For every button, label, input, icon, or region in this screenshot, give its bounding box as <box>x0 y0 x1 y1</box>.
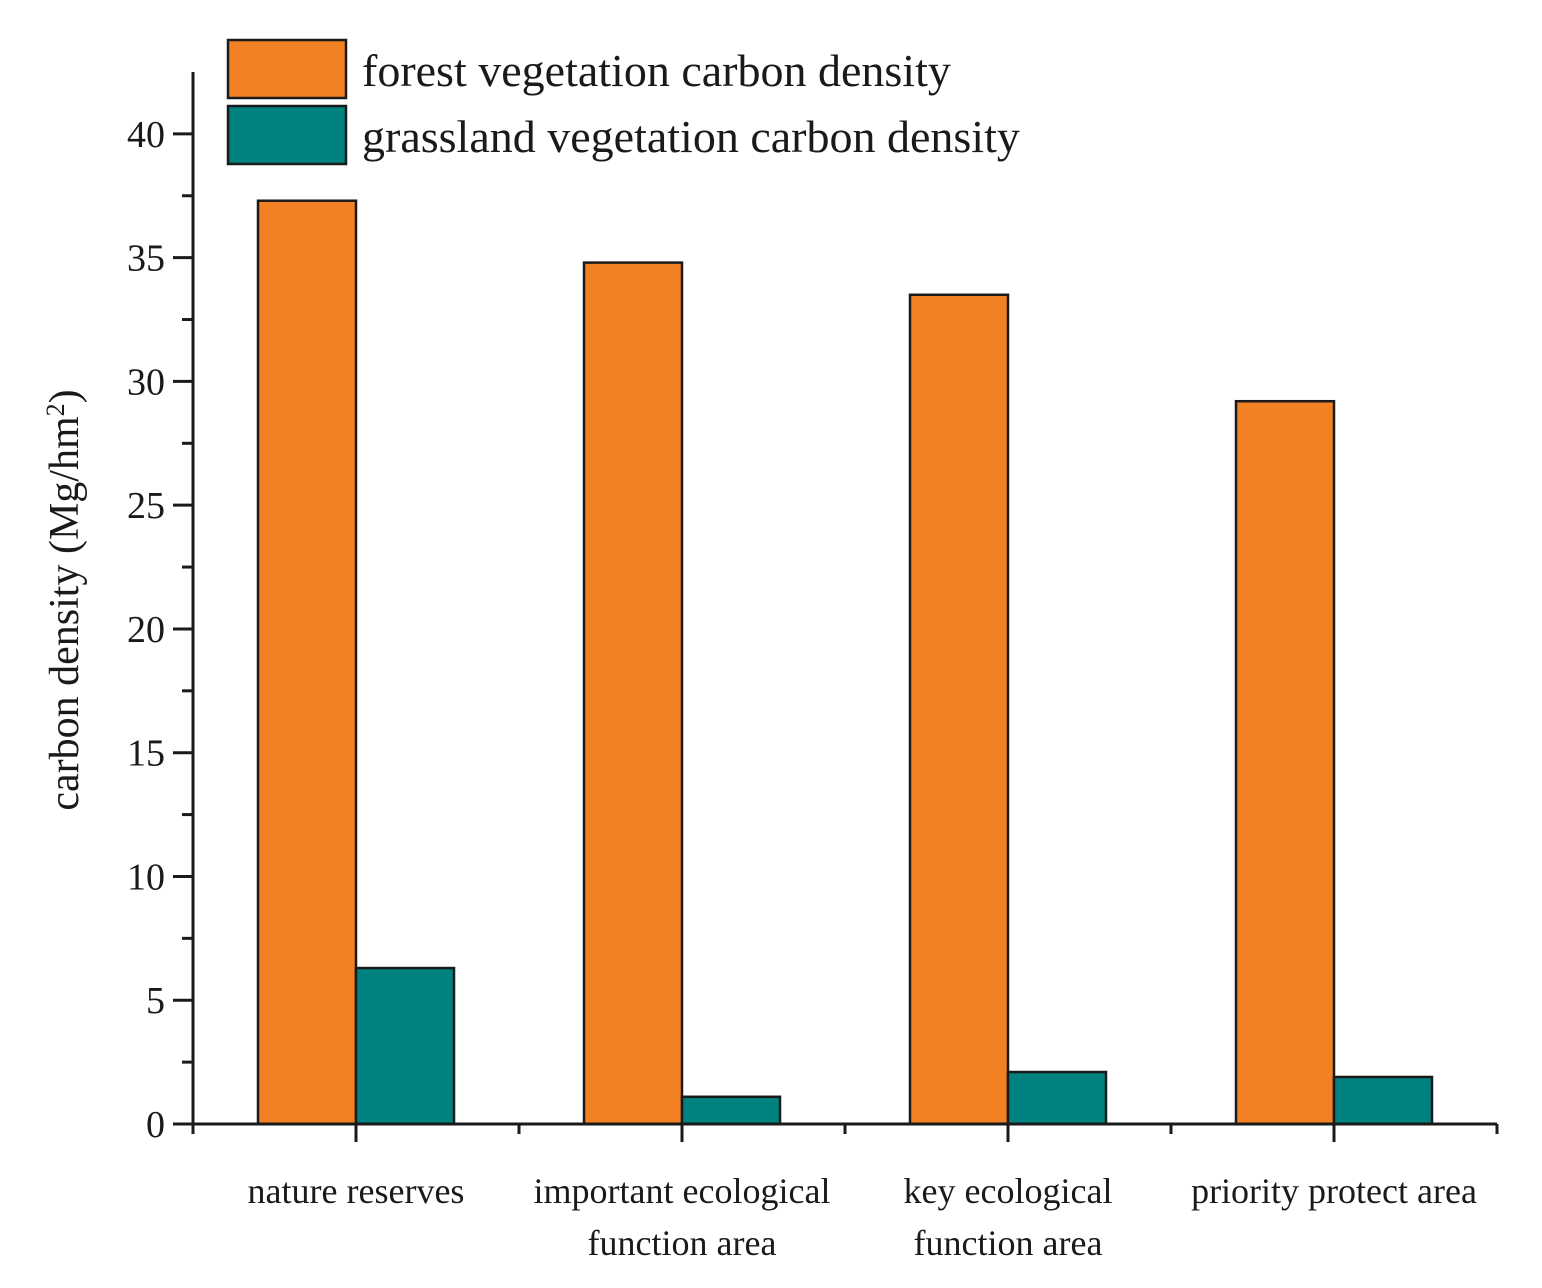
y-tick-label: 25 <box>127 485 165 527</box>
y-tick-label: 20 <box>127 609 165 651</box>
bars <box>256 199 1434 1126</box>
bar-forest <box>256 199 358 1126</box>
y-tick-labels: 0 5 10 15 20 25 30 35 40 <box>127 114 165 1146</box>
x-category-label: priority protect area <box>1191 1171 1477 1211</box>
legend-label: grassland vegetation carbon density <box>362 111 1020 162</box>
y-axis-title-main: carbon density (Mg/hm <box>42 416 88 811</box>
x-category-label: function area <box>914 1223 1103 1263</box>
y-tick-label: 0 <box>146 1104 165 1146</box>
x-category-labels: nature reserves important ecological funct… <box>248 1171 1477 1263</box>
bar-forest <box>908 293 1010 1126</box>
x-category-label: key ecological <box>904 1171 1113 1211</box>
bar-grassland <box>1006 1070 1108 1126</box>
bar-forest <box>1234 399 1336 1126</box>
bar-grassland <box>1332 1075 1434 1126</box>
legend-swatch <box>226 38 348 100</box>
y-tick-label: 5 <box>146 980 165 1022</box>
y-tick-label: 40 <box>127 114 165 156</box>
bar-grassland <box>680 1095 782 1126</box>
y-tick-label: 30 <box>127 361 165 403</box>
legend-label: forest vegetation carbon density <box>362 45 951 96</box>
y-axis-title: carbon density (Mg/hm2) <box>41 389 89 810</box>
x-category-label: function area <box>588 1223 777 1263</box>
x-category-label: nature reserves <box>248 1171 465 1211</box>
y-tick-label: 35 <box>127 238 165 280</box>
legend-swatch <box>226 104 348 166</box>
y-tick-label: 10 <box>127 856 165 898</box>
y-tick-label: 15 <box>127 733 165 775</box>
bar-forest <box>582 261 684 1126</box>
axes <box>173 72 1499 1142</box>
y-axis-title-close: ) <box>42 389 88 403</box>
y-axis-title-superscript: 2 <box>41 403 70 416</box>
x-category-label: important ecological <box>534 1171 831 1211</box>
bar-grassland <box>354 966 456 1126</box>
legend: forest vegetation carbon density grasslan… <box>226 38 1020 166</box>
